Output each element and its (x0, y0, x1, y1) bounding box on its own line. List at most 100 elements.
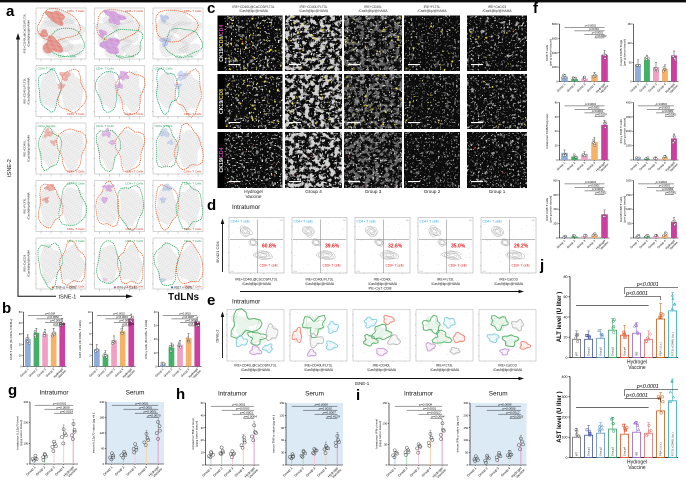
svg-text:100: 100 (464, 438, 469, 442)
svg-text:0: 0 (139, 233, 140, 235)
svg-text:Group 1: Group 1 (19, 367, 30, 378)
svg-text:Group2: Group2 (599, 347, 603, 356)
svg-text:Vaccine: Vaccine (668, 162, 678, 172)
svg-text:Intratumor: Intratumor (232, 299, 260, 306)
svg-text:0: 0 (158, 233, 159, 235)
svg-text:Group 4: Group 4 (421, 466, 432, 477)
svg-text:IRE+FLT3L: IRE+FLT3L (424, 5, 441, 9)
svg-text:0: 0 (556, 80, 558, 84)
svg-text:Group 1: Group 1 (154, 367, 165, 378)
svg-text:Group 2: Group 2 (638, 239, 649, 250)
svg-text:0: 0 (51, 118, 52, 120)
svg-text:Group 3: Group 3 (105, 367, 116, 378)
svg-text:20: 20 (201, 438, 205, 442)
svg-text:Group 1: Group 1 (489, 189, 506, 194)
svg-text:CD4+ T Cells: CD4+ T Cells (125, 182, 143, 186)
svg-text:150: 150 (627, 22, 632, 26)
svg-text:30: 30 (281, 451, 285, 455)
svg-text:(pg g tumor tissue): (pg g tumor tissue) (19, 420, 23, 446)
svg-text:4000: 4000 (552, 51, 558, 55)
svg-text:p<0.0001: p<0.0001 (661, 187, 674, 191)
svg-text:(per g tumor tissue): (per g tumor tissue) (622, 118, 626, 145)
svg-text:CD8+ T cells: CD8+ T cells (259, 263, 278, 267)
svg-text:Group 3: Group 3 (223, 466, 234, 477)
svg-text:Hydrogel: Hydrogel (244, 189, 262, 194)
svg-text:IFN-γ cells (% CD8+ T cells): IFN-γ cells (% CD8+ T cells) (144, 320, 148, 359)
svg-text:i: i (356, 387, 360, 404)
svg-text:600: 600 (553, 193, 558, 197)
svg-text:CD4+ T Cells: CD4+ T Cells (96, 67, 114, 71)
svg-text:j: j (539, 257, 544, 274)
svg-text:0: 0 (556, 236, 558, 240)
svg-text:0: 0 (51, 176, 52, 178)
svg-text:0: 0 (81, 118, 82, 120)
svg-text:Hydrogel: Hydrogel (664, 82, 676, 94)
svg-text:10: 10 (19, 354, 22, 358)
svg-text:p<0.0001: p<0.0001 (587, 106, 600, 110)
svg-text:CD8+ T Cells: CD8+ T Cells (67, 227, 85, 231)
svg-text:CK19/CD8: CK19/CD8 (219, 89, 225, 114)
svg-text:0: 0 (41, 291, 42, 293)
svg-text:CD8+ T Cells: CD8+ T Cells (125, 112, 143, 116)
svg-text:20: 20 (555, 144, 558, 148)
svg-text:300: 300 (24, 400, 29, 404)
svg-text:Group 2: Group 2 (566, 239, 577, 250)
svg-text:CK19/CD8/CD4: CK19/CD8/CD4 (219, 25, 225, 62)
svg-text:p=0.0001: p=0.0001 (179, 312, 192, 316)
svg-text:0: 0 (630, 236, 632, 240)
svg-text:1000: 1000 (626, 144, 632, 148)
svg-text:8: 8 (89, 321, 91, 325)
svg-text:Group 2: Group 2 (97, 367, 108, 378)
svg-text:TNF-α + Cells: TNF-α + Cells (55, 286, 76, 290)
svg-text:Group 1: Group 1 (629, 82, 640, 93)
svg-text:0: 0 (27, 462, 29, 466)
svg-text:p=0.0001: p=0.0001 (52, 402, 66, 406)
svg-text:Vaccine: Vaccine (67, 467, 78, 478)
svg-text:40: 40 (154, 310, 157, 314)
svg-text:p=0.008: p=0.008 (44, 312, 55, 316)
svg-text:Intratumor: Intratumor (218, 391, 248, 398)
svg-text:Group 1: Group 1 (385, 466, 396, 477)
svg-text:tSNE-2: tSNE-2 (7, 159, 13, 177)
svg-text:CD8+ T Cells: CD8+ T Cells (184, 112, 202, 116)
svg-text:Group 3: Group 3 (125, 465, 136, 476)
svg-text:e: e (207, 292, 215, 309)
svg-text:Group 3: Group 3 (489, 466, 500, 477)
svg-text:CD8+ T Cells: CD8+ T Cells (184, 227, 202, 231)
svg-text:0: 0 (51, 61, 52, 63)
svg-text:40: 40 (201, 413, 205, 417)
svg-text:Foxp3 CD25 Tregs: Foxp3 CD25 Tregs (619, 39, 623, 65)
svg-text:Group 3: Group 3 (36, 367, 47, 378)
svg-text:/Cas9@lip/@HAMA: /Cas9@lip/@HAMA (417, 9, 447, 13)
svg-text:p<0.0001: p<0.0001 (591, 187, 604, 191)
svg-text:p<0.0001: p<0.0001 (584, 24, 597, 28)
svg-text:Vaccine: Vaccine (57, 369, 67, 379)
svg-text:Group 2: Group 2 (566, 161, 577, 172)
svg-text:Hydrogel: Hydrogel (188, 367, 200, 379)
svg-text:Group 3: Group 3 (44, 465, 55, 476)
svg-text:(pg g tumor tissue): (pg g tumor tissue) (378, 421, 382, 447)
svg-text:BV421 CD4: BV421 CD4 (215, 241, 220, 263)
svg-text:Group 4: Group 4 (500, 466, 511, 477)
svg-text:p=0.0082: p=0.0082 (50, 319, 63, 323)
svg-text:Group 2: Group 2 (35, 465, 46, 476)
svg-text:serum TNF-α value (pg ml ): serum TNF-α value (pg ml ) (272, 415, 276, 453)
svg-text:IRE+FLT3L: IRE+FLT3L (23, 198, 27, 214)
svg-text:/Cas9@lip/@HAMA: /Cas9@lip/@HAMA (493, 368, 523, 372)
svg-text:CD4+ T cells: CD4+ T cells (420, 220, 440, 224)
svg-text:IRE: IRE (635, 451, 639, 456)
svg-text:Group 3: Group 3 (409, 466, 420, 477)
svg-text:0: 0 (188, 118, 189, 120)
svg-text:(per g tumor tissue): (per g tumor tissue) (622, 196, 626, 223)
svg-text:CD8+ T Cells: CD8+ T Cells (125, 170, 143, 174)
svg-text:/Cas9@lip/@HAMA: /Cas9@lip/@HAMA (368, 282, 398, 286)
svg-text:Vaccine: Vaccine (515, 468, 526, 479)
svg-text:60: 60 (281, 438, 285, 442)
svg-text:0: 0 (168, 233, 169, 235)
svg-text:p=0.0001: p=0.0001 (594, 34, 607, 38)
svg-text:/Cas9@lip/@HAMA: /Cas9@lip/@HAMA (305, 282, 335, 286)
svg-text:Group 3: Group 3 (647, 239, 658, 250)
svg-text:0: 0 (178, 118, 179, 120)
svg-text:p=0.0001: p=0.0001 (185, 319, 198, 323)
svg-text:Group 4: Group 4 (137, 465, 148, 476)
